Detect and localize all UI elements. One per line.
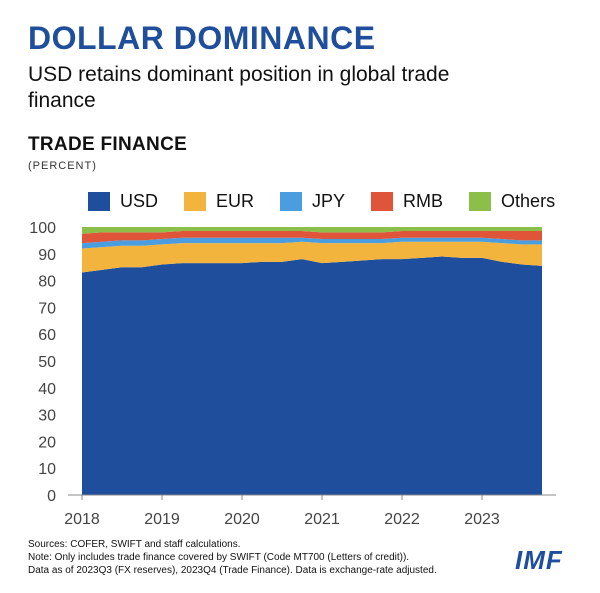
imf-logo: IMF	[515, 545, 563, 575]
legend-label-others: Others	[501, 190, 556, 211]
area-series-jpy	[82, 237, 542, 249]
legend-label-usd: USD	[120, 190, 159, 211]
y-tick-label: 100	[29, 220, 56, 237]
coverage-note: Note: Only includes trade finance covere…	[28, 552, 410, 563]
x-tick-label: 2021	[304, 511, 340, 528]
chart-notes: Sources: COFER, SWIFT and staff calculat…	[28, 538, 498, 577]
y-tick-label: 50	[38, 354, 56, 371]
legend-item-others: Others	[469, 191, 555, 212]
legend-item-usd: USD	[88, 191, 158, 212]
x-tick-label: 2023	[464, 511, 500, 528]
legend-item-eur: EUR	[184, 191, 254, 212]
y-tick-label: 30	[38, 408, 56, 425]
legend-item-rmb: RMB	[371, 191, 443, 212]
chart-subtitle: USD retains dominant position in global …	[28, 63, 450, 112]
area-series-usd	[82, 256, 542, 495]
y-tick-label: 20	[38, 434, 56, 451]
legend-label-eur: EUR	[216, 190, 255, 211]
chart-legend: USD EUR JPY RMB Others	[88, 190, 581, 212]
legend-swatch-others	[469, 191, 492, 211]
data-as-of-note: Data as of 2023Q3 (FX reserves), 2023Q4 …	[28, 565, 437, 576]
legend-swatch-jpy	[280, 191, 303, 211]
legend-swatch-usd	[88, 191, 110, 211]
legend-swatch-rmb	[371, 191, 394, 211]
area-series-others	[82, 227, 542, 234]
sources-note: Sources: COFER, SWIFT and staff calculat…	[28, 539, 241, 550]
x-tick-label: 2020	[224, 511, 260, 528]
legend-label-rmb: RMB	[403, 190, 444, 211]
area-series-rmb	[82, 231, 542, 244]
chart-unit-label: (PERCENT)	[28, 160, 97, 172]
x-tick-label: 2018	[64, 511, 100, 528]
trade-finance-area-chart: 0 10 20 30 40 50 60 70 80 90 100 2018 2019 2020 2021 20…	[29, 220, 556, 528]
y-tick-label: 70	[38, 300, 56, 317]
legend-swatch-eur	[184, 191, 207, 211]
y-tick-label: 80	[38, 274, 56, 291]
y-tick-label: 10	[38, 461, 56, 478]
y-tick-label: 0	[47, 488, 56, 505]
area-series-eur	[82, 241, 542, 273]
y-tick-label: 40	[38, 381, 56, 398]
y-tick-label: 60	[38, 327, 56, 344]
chart-section-title: TRADE FINANCE	[28, 134, 188, 155]
x-tick-label: 2019	[144, 511, 180, 528]
legend-item-jpy: JPY	[280, 191, 345, 212]
chart-main-title: DOLLAR DOMINANCE	[28, 20, 376, 56]
x-tick-label: 2022	[384, 511, 420, 528]
y-tick-label: 90	[38, 247, 56, 264]
legend-label-jpy: JPY	[312, 190, 346, 211]
